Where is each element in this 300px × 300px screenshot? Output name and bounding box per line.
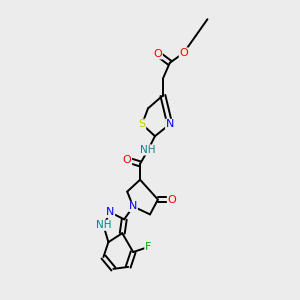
Text: O: O: [179, 48, 188, 58]
Text: NH: NH: [140, 145, 156, 155]
Text: NH: NH: [96, 220, 111, 230]
Text: F: F: [145, 242, 151, 252]
Text: O: O: [123, 155, 132, 165]
Text: N: N: [166, 119, 174, 129]
Text: N: N: [106, 207, 115, 218]
Text: N: N: [129, 202, 137, 212]
Text: O: O: [154, 49, 162, 59]
Text: S: S: [139, 119, 145, 129]
Text: O: O: [167, 194, 176, 205]
